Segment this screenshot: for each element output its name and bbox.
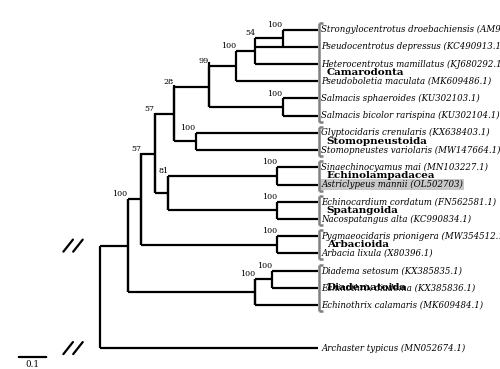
Text: Echinothrix calamaris (MK609484.1): Echinothrix calamaris (MK609484.1): [322, 300, 484, 310]
Text: 100: 100: [222, 42, 236, 50]
Text: Pseudocentrotus depressus (KC490913.1): Pseudocentrotus depressus (KC490913.1): [322, 42, 500, 51]
Text: 28: 28: [164, 78, 174, 86]
Text: Strongylocentrotus droebachiensis (AM900391.1): Strongylocentrotus droebachiensis (AM900…: [322, 25, 500, 34]
Text: Sinaechinocyamus mai (MN103227.1): Sinaechinocyamus mai (MN103227.1): [322, 163, 488, 172]
Text: Pseudoboletia maculata (MK609486.1): Pseudoboletia maculata (MK609486.1): [322, 77, 492, 86]
Text: Arbacioida: Arbacioida: [327, 240, 389, 249]
Text: 0.1: 0.1: [25, 360, 39, 369]
Text: 100: 100: [262, 227, 277, 235]
Text: 100: 100: [268, 21, 282, 29]
Text: Pygmaeocidaris prionigera (MW354512.1): Pygmaeocidaris prionigera (MW354512.1): [322, 232, 500, 241]
Text: Nacospatangus alta (KC990834.1): Nacospatangus alta (KC990834.1): [322, 214, 472, 224]
Text: Glyptocidaris crenularis (KX638403.1): Glyptocidaris crenularis (KX638403.1): [322, 128, 490, 137]
Text: Salmacis sphaeroides (KU302103.1): Salmacis sphaeroides (KU302103.1): [322, 94, 480, 103]
Text: 100: 100: [268, 90, 282, 97]
Text: Diadematoida: Diadematoida: [327, 283, 407, 292]
Text: 81: 81: [158, 167, 168, 175]
Text: 100: 100: [240, 270, 256, 278]
Text: 100: 100: [180, 124, 196, 132]
Text: 100: 100: [256, 262, 272, 270]
Text: Stomopneustoida: Stomopneustoida: [327, 137, 428, 146]
Text: Arbacia lixula (X80396.1): Arbacia lixula (X80396.1): [322, 249, 433, 258]
Text: 100: 100: [112, 190, 128, 198]
Text: Spatangoida: Spatangoida: [327, 206, 398, 215]
Text: Echinothrix diadema (KX385836.1): Echinothrix diadema (KX385836.1): [322, 283, 476, 292]
Text: Astriclypeus mannii (OL502703): Astriclypeus mannii (OL502703): [322, 180, 463, 189]
Text: 57: 57: [144, 105, 154, 113]
Text: Diadema setosum (KX385835.1): Diadema setosum (KX385835.1): [322, 266, 462, 275]
Text: 100: 100: [262, 158, 277, 166]
Text: Echinocardium cordatum (FN562581.1): Echinocardium cordatum (FN562581.1): [322, 197, 496, 206]
Text: Salmacis bicolor rarispina (KU302104.1): Salmacis bicolor rarispina (KU302104.1): [322, 111, 500, 120]
Text: Heterocentrotus mamillatus (KJ680292.1): Heterocentrotus mamillatus (KJ680292.1): [322, 59, 500, 69]
Text: Stomopneustes variolaris (MW147664.1): Stomopneustes variolaris (MW147664.1): [322, 145, 500, 155]
Text: 99: 99: [199, 57, 209, 65]
Text: 100: 100: [262, 193, 277, 201]
Text: 54: 54: [246, 29, 256, 37]
Text: Archaster typicus (MN052674.1): Archaster typicus (MN052674.1): [322, 344, 466, 353]
Text: 57: 57: [131, 145, 141, 153]
Text: Camarodonta: Camarodonta: [327, 68, 404, 77]
Text: Echinolampadacea: Echinolampadacea: [327, 171, 436, 180]
